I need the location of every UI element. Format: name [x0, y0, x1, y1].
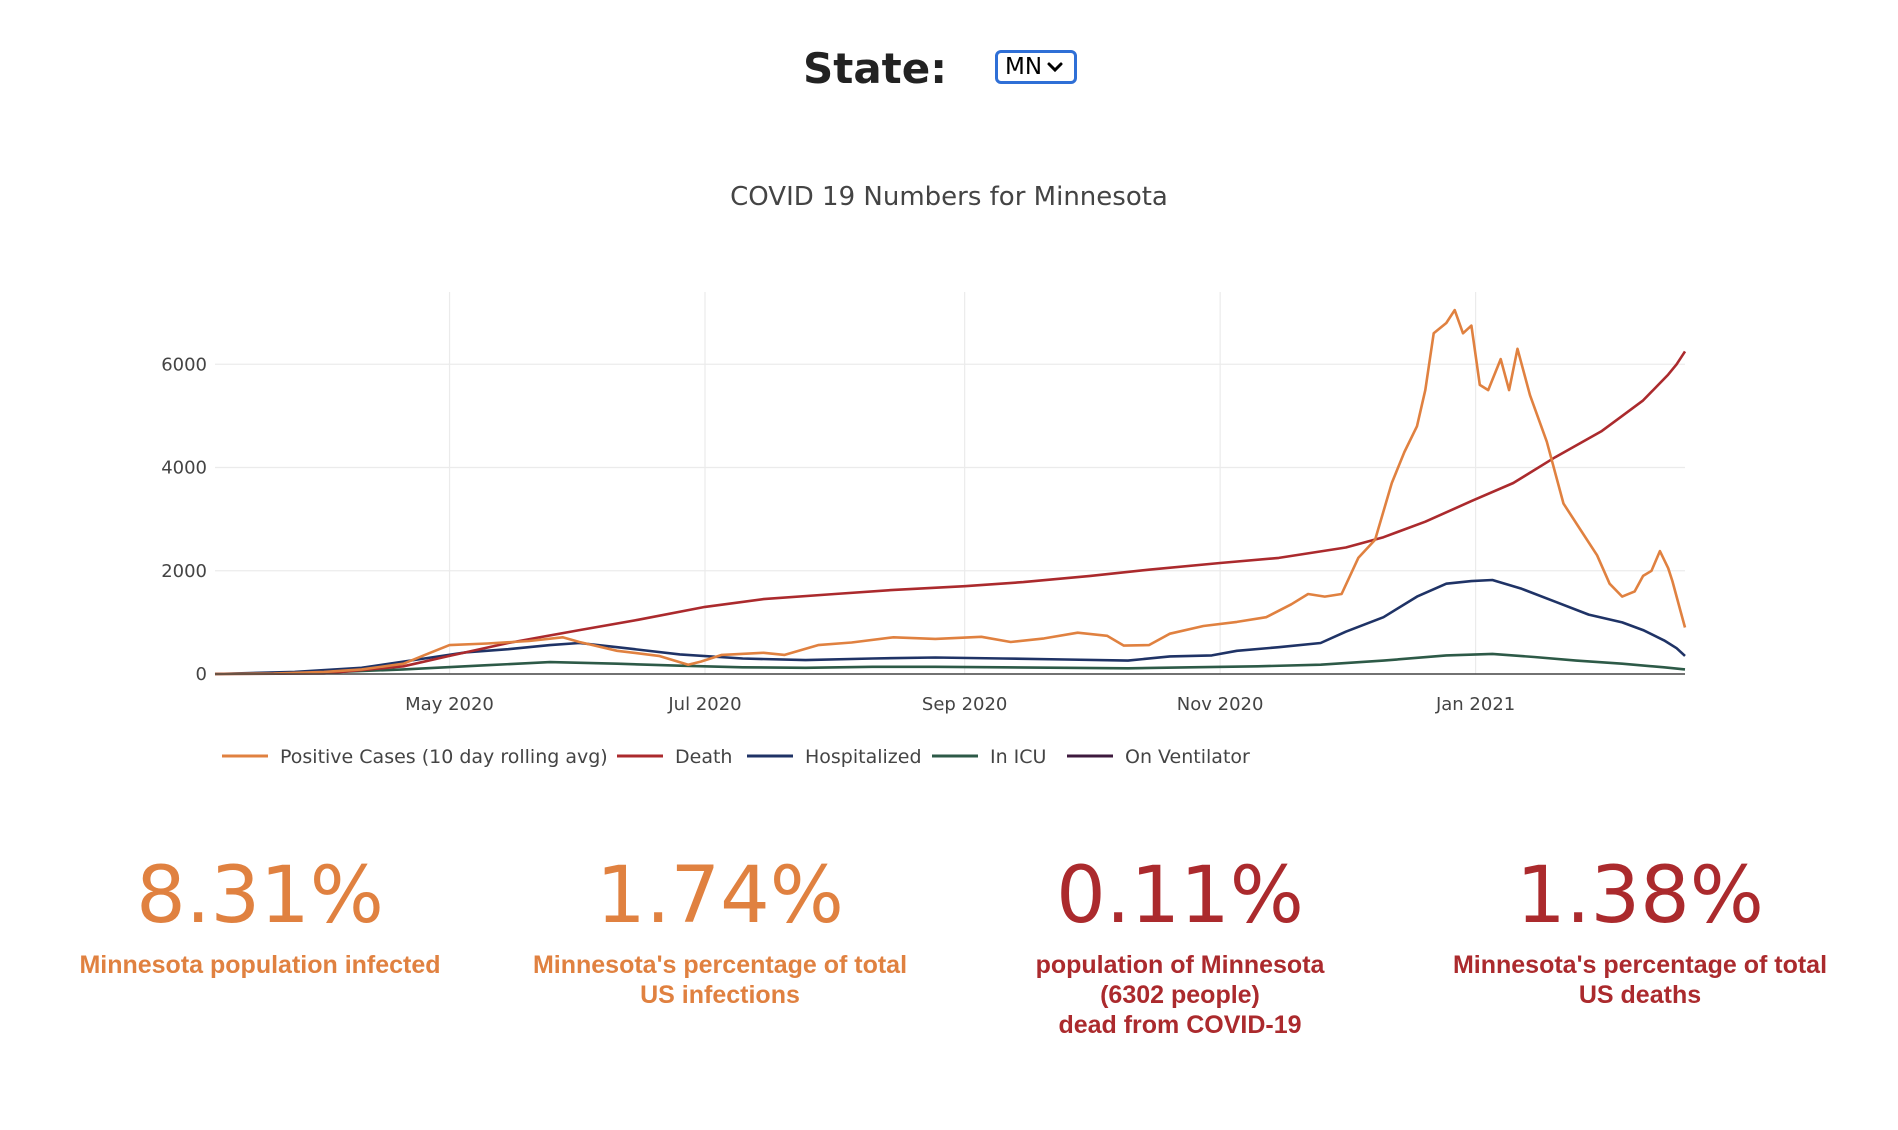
legend-label: Hospitalized — [805, 746, 922, 768]
legend-item[interactable]: In ICU — [932, 746, 1046, 768]
series-line-in-icu[interactable] — [214, 652, 1686, 676]
legend-label: Death — [675, 746, 732, 768]
stat-us-infections: 1.74% Minnesota's percentage of total US… — [490, 850, 950, 1010]
stat-description: Minnesota's percentage of total US death… — [1410, 950, 1870, 1010]
stat-desc-line: Minnesota population infected — [79, 951, 441, 979]
grid-layer — [215, 292, 1685, 674]
stat-description: Minnesota population infected — [30, 950, 490, 980]
legend: Positive Cases (10 day rolling avg) Death… — [222, 746, 1250, 768]
x-tick-label: Jul 2020 — [667, 694, 741, 715]
stat-dead: 0.11% population of Minnesota (6302 peop… — [950, 850, 1410, 1040]
stat-desc-line: US deaths — [1578, 981, 1702, 1009]
series-line-death[interactable] — [214, 350, 1687, 676]
chart-title: COVID 19 Numbers for Minnesota — [730, 182, 1168, 212]
chart-canvas: 0 2000 4000 6000 May 2020 Jul 2020 Sep 2020 Nov… — [161, 292, 1687, 768]
legend-item[interactable]: Hospitalized — [747, 746, 922, 768]
stat-desc-line: Minnesota's percentage of total — [532, 951, 908, 979]
chevron-down-icon — [1047, 62, 1063, 73]
stat-description: Minnesota's percentage of total US infec… — [490, 950, 950, 1010]
state-dropdown[interactable]: MN — [995, 50, 1077, 84]
state-label: State: — [803, 44, 948, 93]
stat-value: 8.31% — [136, 851, 384, 941]
x-tick-label: Sep 2020 — [922, 694, 1007, 715]
state-selector-row: State: MN — [0, 40, 1898, 100]
series-line-hospitalized[interactable] — [214, 578, 1686, 676]
legend-item[interactable]: On Ventilator — [1067, 746, 1250, 768]
stat-description: population of Minnesota (6302 people) de… — [950, 950, 1410, 1040]
y-tick-label: 2000 — [161, 561, 207, 582]
series-layer — [214, 308, 1687, 676]
legend-label: Positive Cases (10 day rolling avg) — [280, 746, 608, 768]
legend-label: In ICU — [990, 746, 1046, 768]
y-tick-label: 6000 — [161, 354, 207, 375]
legend-item[interactable]: Positive Cases (10 day rolling avg) — [222, 746, 608, 768]
stat-desc-line: (6302 people) — [1100, 981, 1260, 1009]
y-tick-label: 0 — [196, 664, 207, 685]
stat-value: 1.38% — [1516, 851, 1764, 941]
stat-desc-line: Minnesota's percentage of total — [1452, 951, 1828, 979]
stat-desc-line: dead from COVID-19 — [1058, 1011, 1302, 1039]
stat-value: 1.74% — [596, 851, 844, 941]
stat-infected: 8.31% Minnesota population infected — [30, 850, 490, 980]
y-tick-label: 4000 — [161, 458, 207, 479]
stats-row: 8.31% Minnesota population infected 1.74… — [0, 850, 1898, 1130]
stat-us-deaths: 1.38% Minnesota's percentage of total US… — [1410, 850, 1870, 1010]
x-tick-label: Nov 2020 — [1177, 694, 1264, 715]
x-tick-label: Jan 2021 — [1435, 694, 1515, 715]
series-line-positive-cases-10-day-rolling-avg[interactable] — [214, 308, 1687, 676]
x-tick-label: May 2020 — [405, 694, 494, 715]
state-dropdown-value: MN — [1005, 54, 1043, 80]
stat-desc-line: population of Minnesota — [1035, 951, 1325, 979]
legend-label: On Ventilator — [1125, 746, 1250, 768]
axis-layer: 0 2000 4000 6000 May 2020 Jul 2020 Sep 2020 Nov… — [161, 354, 1685, 715]
stat-desc-line: US infections — [640, 981, 800, 1009]
legend-item[interactable]: Death — [617, 746, 732, 768]
stat-value: 0.11% — [1056, 851, 1304, 941]
